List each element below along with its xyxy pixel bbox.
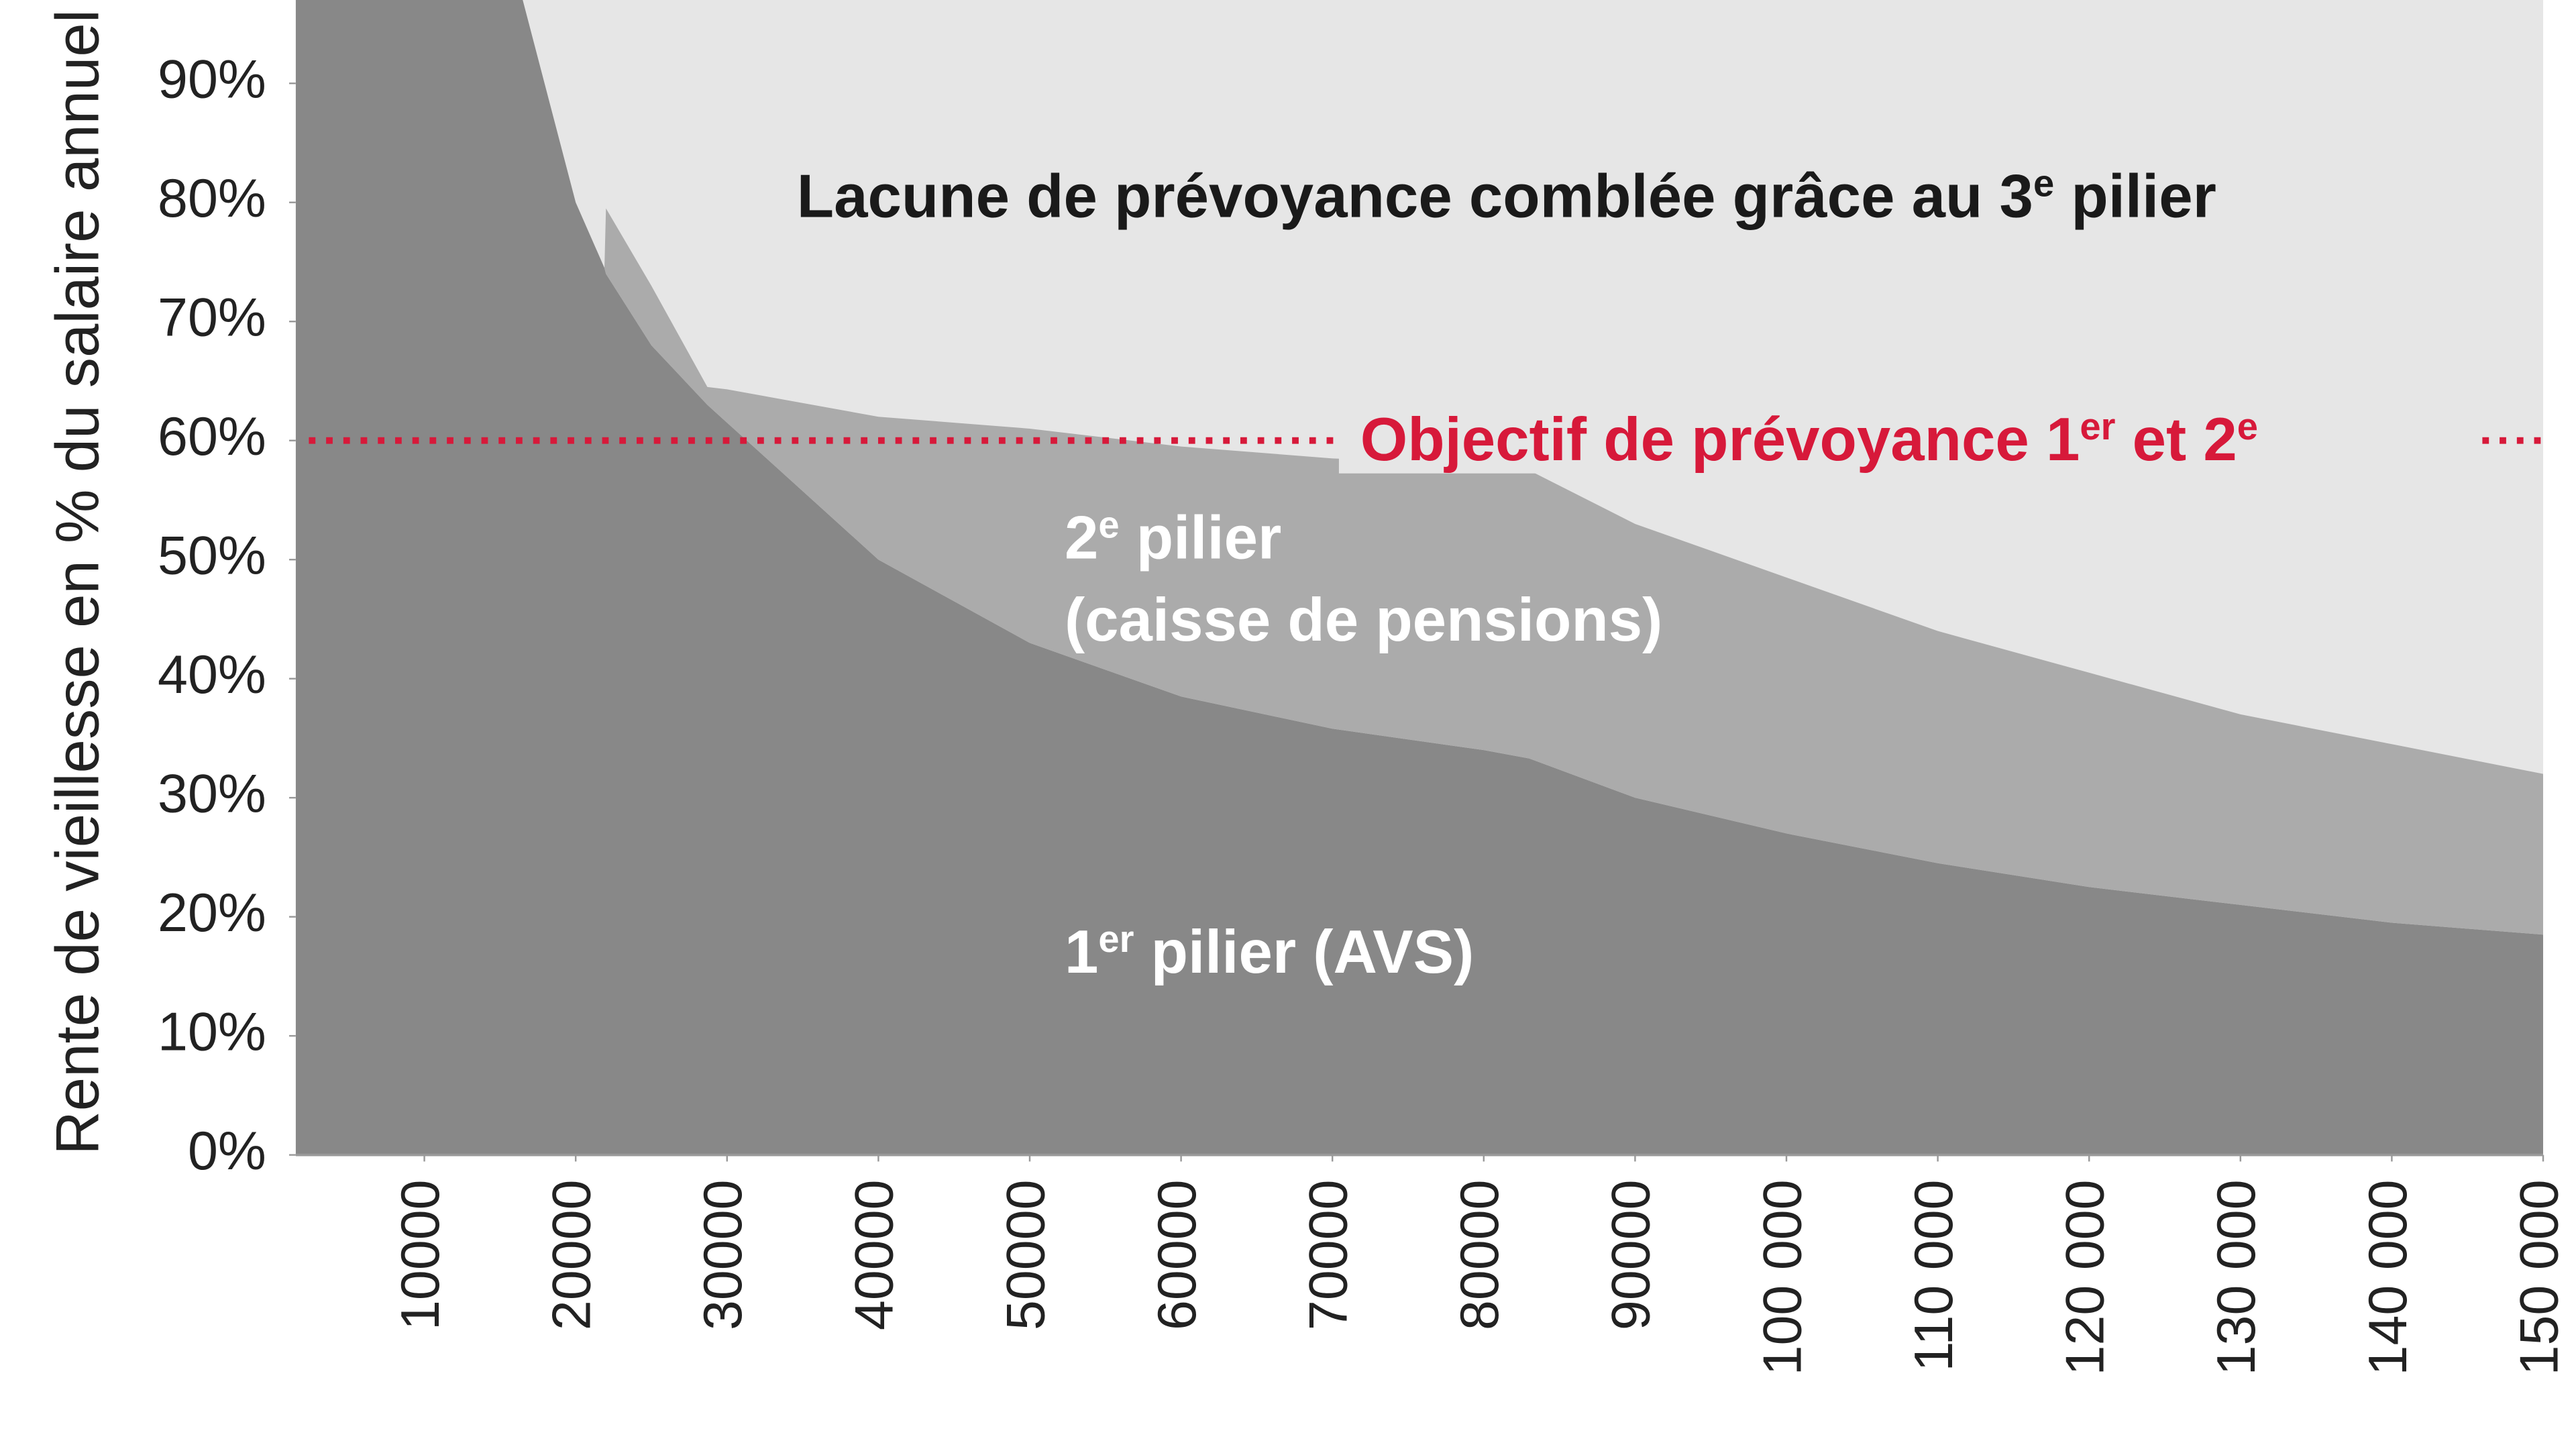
x-tick-label: 20000: [542, 1179, 602, 1330]
text-part: pilier: [1120, 504, 1282, 572]
y-tick-label: 30%: [158, 764, 266, 824]
area: [523, 0, 2544, 935]
y-tick-label: 70%: [158, 288, 266, 348]
x-tick-label: 60000: [1147, 1179, 1208, 1330]
y-tick-label: 50%: [158, 526, 266, 586]
y-tick-label: 0%: [188, 1121, 266, 1181]
y-tick-label: 40%: [158, 645, 266, 705]
text-part: e: [2237, 405, 2258, 447]
y-tick-label: 20%: [158, 883, 266, 943]
text-part: (caisse de pensions): [1065, 586, 1662, 654]
x-tick-label: 110 000: [1904, 1179, 1964, 1371]
text-part: e: [1098, 503, 1119, 545]
x-tick-label: 120 000: [2055, 1179, 2116, 1375]
y-tick-label: 80%: [158, 168, 266, 229]
annotation: 2e pilier: [1065, 503, 1281, 572]
text-part: er: [1098, 917, 1134, 959]
text-part: et 2: [2115, 406, 2237, 474]
annotation: Lacune de prévoyance comblée grâce au 3e…: [797, 162, 2216, 231]
x-tick-label: 40000: [845, 1179, 905, 1330]
target-label: Objectif de prévoyance 1er et 2e: [1360, 405, 2258, 474]
text-part: er: [2080, 405, 2115, 447]
x-tick-label: 70000: [1299, 1179, 1359, 1330]
x-tick-label: 30000: [693, 1179, 753, 1330]
area: [295, 0, 2544, 1155]
text-part: 2: [1065, 504, 1098, 572]
x-tick-label: 140 000: [2358, 1179, 2418, 1375]
y-axis-label: Rente de vieillesse en % du salaire annu…: [44, 9, 111, 1155]
text-part: Objectif de prévoyance 1: [1360, 406, 2080, 474]
x-tick-label: 90000: [1601, 1179, 1662, 1330]
x-tick-label: 50000: [996, 1179, 1056, 1330]
areas: [295, 0, 2544, 1155]
annotation: (caisse de pensions): [1065, 586, 1662, 654]
x-tick-label: 100 000: [1752, 1179, 1813, 1375]
target-label-bg: [1338, 400, 2476, 474]
text-part: Lacune de prévoyance comblée grâce au 3: [797, 162, 2033, 230]
y-tick-label: 90%: [158, 50, 266, 110]
y-tick-label: 10%: [158, 1002, 266, 1062]
text-part: 1: [1065, 918, 1098, 986]
annotation: 1er pilier (AVS): [1065, 917, 1474, 985]
text-part: e: [2033, 162, 2054, 204]
x-tick-label: 80000: [1450, 1179, 1510, 1330]
x-tick-label: 130 000: [2206, 1179, 2267, 1375]
y-tick-label: 60%: [158, 407, 266, 467]
text-part: pilier (AVS): [1134, 918, 1474, 986]
x-tick-label: 150 000: [2509, 1179, 2569, 1375]
x-tick-label: 10000: [390, 1179, 451, 1330]
text-part: pilier: [2054, 162, 2216, 230]
